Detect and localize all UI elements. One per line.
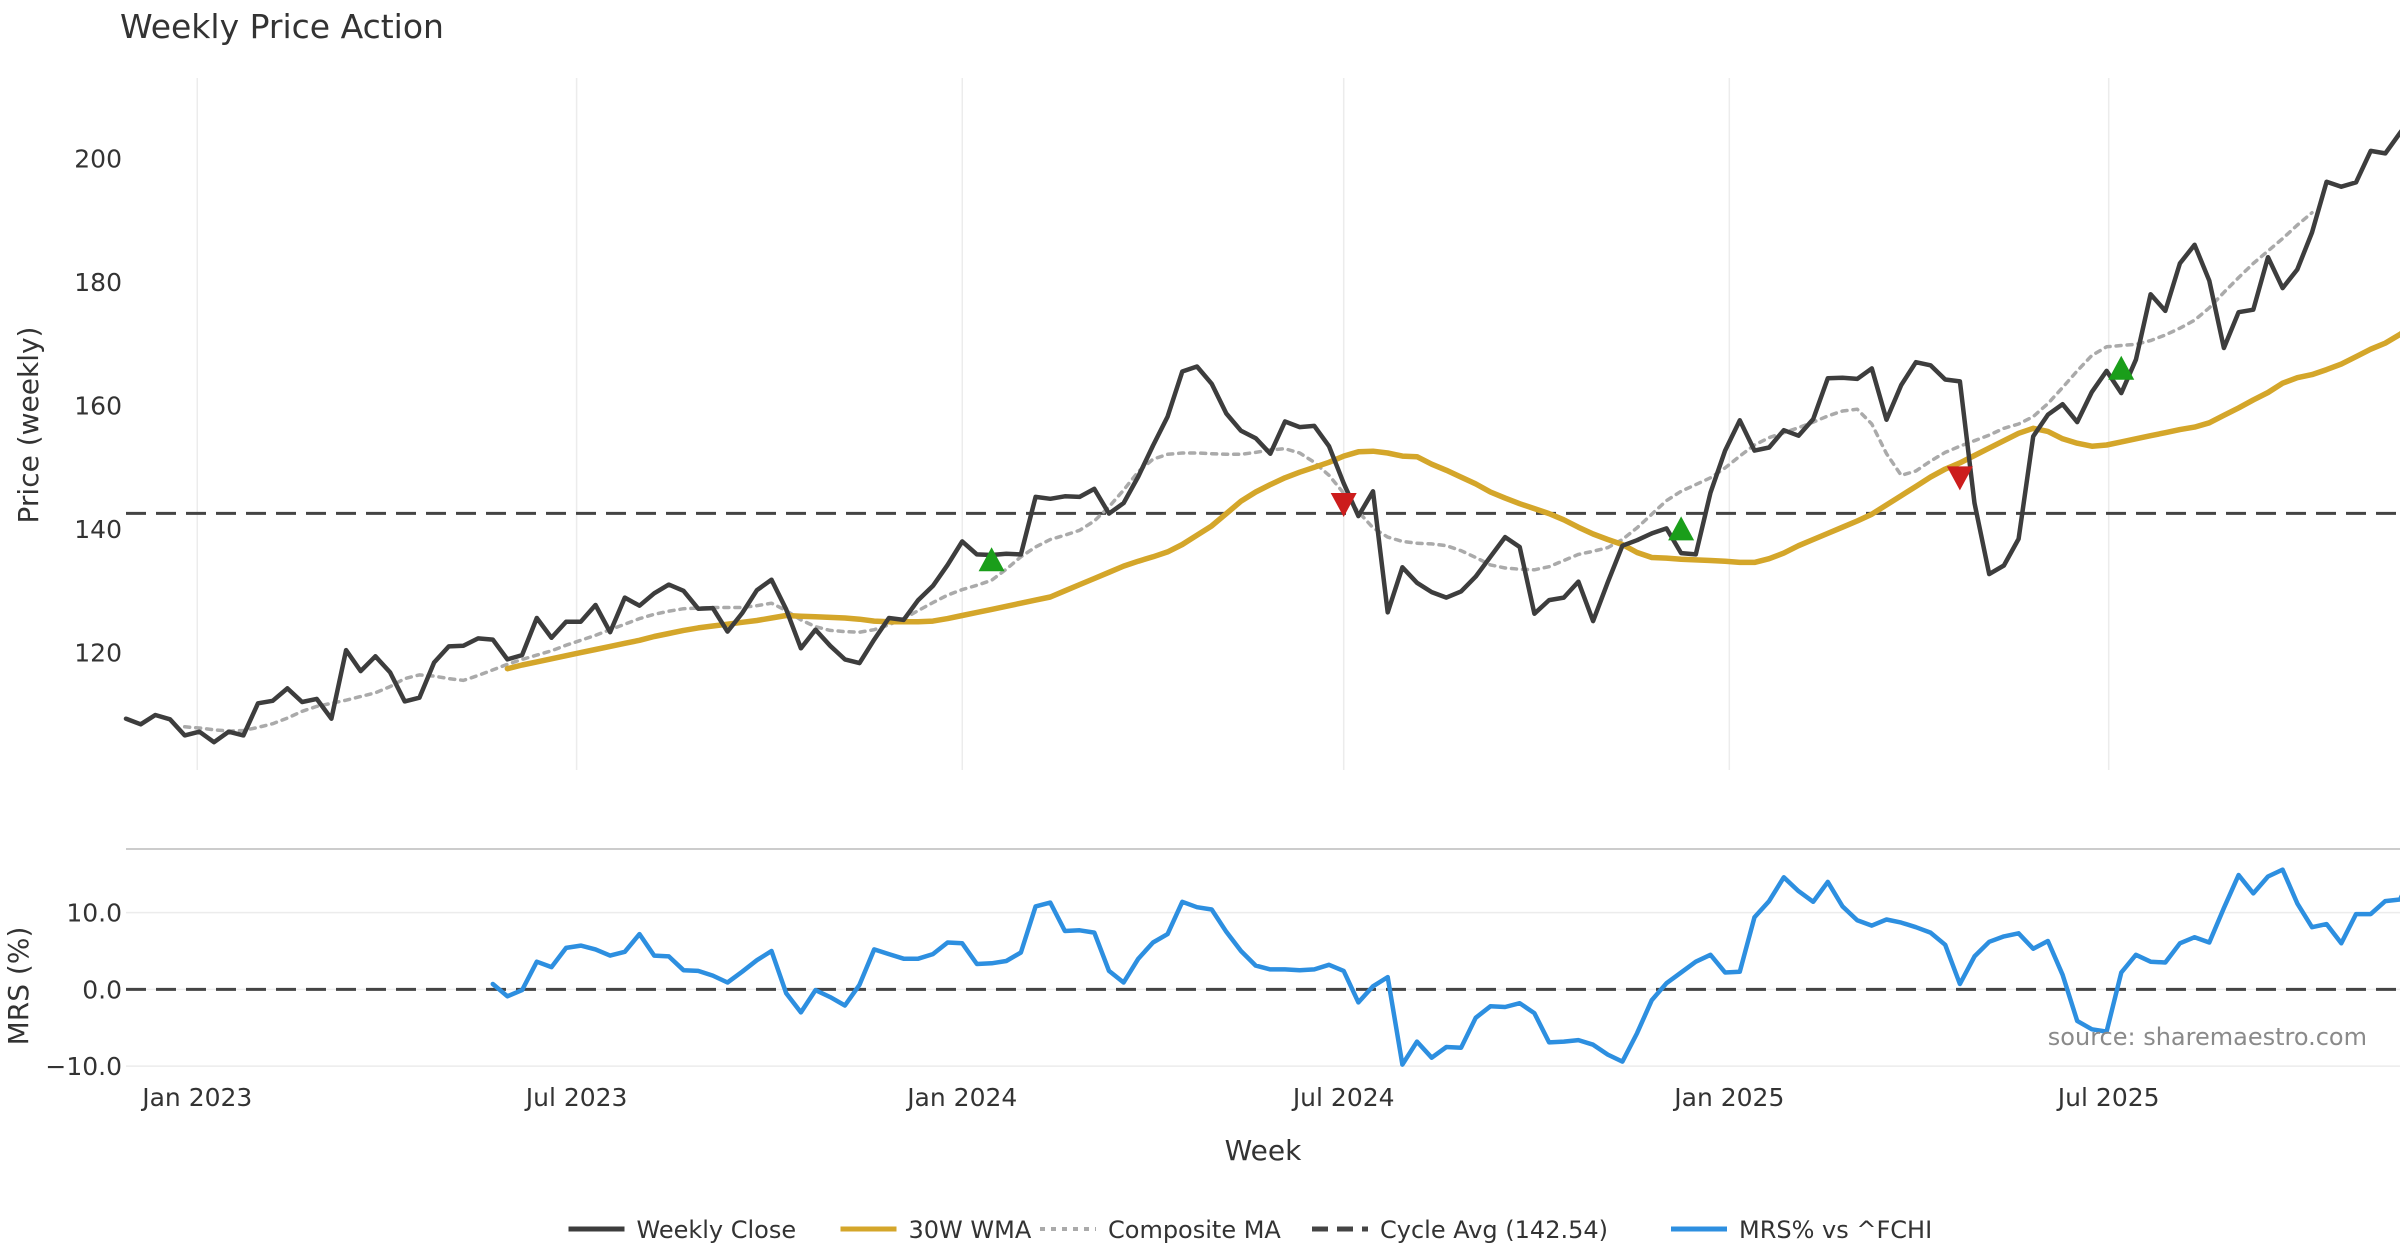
x-tick-label: Jul 2025 (2056, 1083, 2160, 1112)
mrs-tick-label: 10.0 (66, 899, 122, 928)
x-tick-label: Jul 2023 (524, 1083, 628, 1112)
legend-label: 30W WMA (909, 1216, 1032, 1244)
wma-30w-line (504, 330, 2400, 672)
chart-title: Weekly Price Action (120, 7, 444, 46)
mrs-y-axis-label: MRS (%) (2, 927, 35, 1046)
mrs-series-layer (126, 867, 2400, 1067)
x-tick-label: Jul 2024 (1291, 1083, 1395, 1112)
price-tick-label: 140 (74, 515, 122, 544)
legend: Weekly Close 30W WMA Composite MA Cycle Avg… (568, 1216, 1932, 1244)
buy-signal-marker (1668, 516, 1695, 541)
price-tick-label: 180 (74, 268, 122, 297)
price-tick-label: 200 (74, 144, 122, 173)
price-y-axis: 120 140 160 180 200 (74, 144, 122, 667)
price-gridlines (196, 78, 2110, 770)
buy-signal-marker (978, 547, 1005, 572)
signal-markers (978, 355, 2135, 572)
legend-label: Composite MA (1108, 1216, 1281, 1244)
legend-label: Weekly Close (637, 1216, 797, 1244)
x-axis: Jan 2023 Jul 2023 Jan 2024 Jul 2024 Jan 2025… (140, 1083, 2159, 1112)
x-tick-label: Jan 2024 (905, 1083, 1017, 1112)
mrs-y-axis: −10.0 0.0 10.0 (45, 899, 122, 1082)
mrs-tick-label: 0.0 (82, 975, 122, 1004)
x-tick-label: Jan 2023 (140, 1083, 252, 1112)
composite-ma-line (182, 210, 2314, 733)
x-tick-label: Jan 2025 (1672, 1083, 1784, 1112)
price-tick-label: 160 (74, 391, 122, 420)
weekly-close-line (123, 129, 2400, 745)
price-y-axis-label: Price (weekly) (12, 327, 45, 524)
legend-label: MRS% vs ^FCHI (1739, 1216, 1932, 1244)
mrs-line (490, 867, 2400, 1067)
buy-signal-marker (2108, 355, 2135, 380)
sell-signal-marker (1946, 466, 1973, 491)
x-axis-label: Week (1225, 1134, 1302, 1167)
price-tick-label: 120 (74, 639, 122, 668)
legend-label: Cycle Avg (142.54) (1380, 1216, 1608, 1244)
mrs-tick-label: −10.0 (45, 1052, 122, 1081)
price-series-layer (123, 129, 2400, 745)
source-annotation: source: sharemaestro.com (2048, 1023, 2367, 1051)
sell-signal-marker (1330, 492, 1357, 517)
